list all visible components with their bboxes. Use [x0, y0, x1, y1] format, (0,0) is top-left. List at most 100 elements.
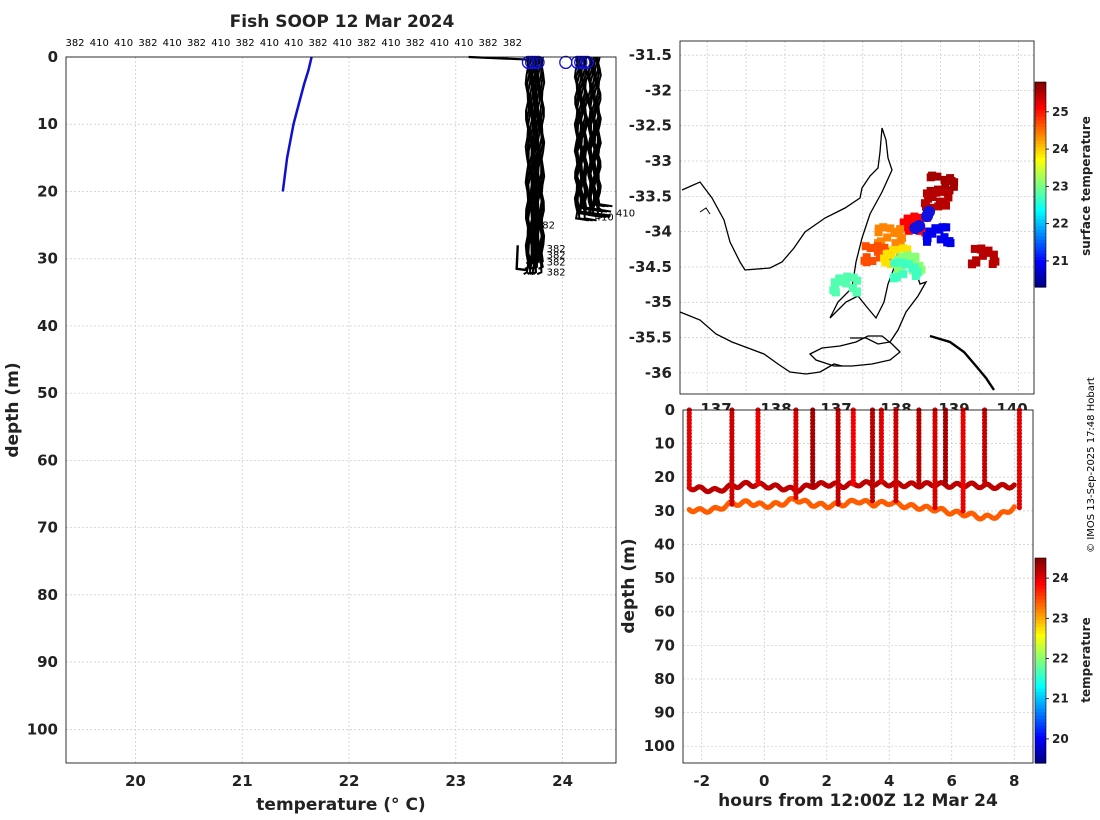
sst-cell — [843, 272, 852, 281]
colorbar-step — [1035, 561, 1046, 566]
surface-temperature-colorbar-label: surface temperature — [1079, 116, 1093, 256]
map-tick-labels: -31.5 -32 -32.5 -33 -33.5 -34 -34.5 -35 -35.5 -36… — [629, 46, 1028, 418]
map-lat-label: -34.5 — [629, 258, 672, 276]
colorbar-step — [1035, 228, 1046, 233]
y-tick-label: 100 — [644, 737, 675, 755]
sst-cell — [942, 201, 950, 210]
colorbar-step — [1035, 752, 1046, 757]
y-tick-label: 80 — [654, 670, 675, 688]
cast-point — [869, 498, 876, 504]
cast-point — [878, 478, 885, 484]
y-tick-label: 60 — [37, 451, 58, 469]
colorbar-step — [1035, 177, 1046, 182]
colorbar-step — [1035, 663, 1046, 668]
map-lat-label: -32.5 — [629, 117, 672, 135]
sst-cell — [904, 259, 913, 268]
sst-cell — [912, 269, 921, 277]
colorbar-step — [1035, 232, 1046, 237]
sst-cell — [880, 254, 888, 263]
sst-cell — [991, 257, 1000, 266]
colorbar-step — [1035, 119, 1046, 124]
sst-cell — [885, 249, 893, 258]
colorbar-tick-label: 22 — [1052, 217, 1069, 231]
colorbar-step — [1035, 215, 1046, 220]
colorbar-step — [1035, 242, 1046, 247]
map-lat-label: -32 — [645, 81, 672, 99]
profile-bottom-hook — [515, 245, 528, 272]
colorbar-step — [1035, 222, 1046, 227]
colorbar-step — [1035, 211, 1046, 216]
colorbar-step — [1035, 578, 1046, 583]
sst-cell — [984, 248, 993, 257]
colorbar-tick-label: 22 — [1052, 651, 1069, 665]
colorbar-step — [1035, 643, 1046, 648]
colorbar-step — [1035, 759, 1046, 764]
profiles-tick-labels: 20 21 22 23 24 0 10 20 30 40 50 60 70 80 90 100 — [27, 48, 573, 790]
colorbar-step — [1035, 143, 1046, 148]
cast-point — [893, 498, 899, 504]
profiles-grid — [66, 56, 616, 763]
top-label: 410 — [333, 38, 352, 49]
profile-end-label: 410 — [595, 212, 614, 223]
colorbar-step — [1035, 170, 1046, 175]
y-tick-label: 80 — [37, 586, 58, 604]
map-frame — [679, 40, 1035, 395]
x-tick-label: 8 — [1009, 772, 1019, 790]
sst-cell — [932, 188, 941, 197]
colorbar-step — [1035, 650, 1046, 655]
colorbar-step — [1035, 739, 1046, 744]
colorbar-step — [1035, 670, 1046, 675]
sst-cell — [898, 233, 906, 242]
cast-point — [932, 504, 938, 511]
colorbar-step — [1035, 123, 1046, 128]
cast-point — [793, 494, 799, 500]
x-tick-label: 24 — [552, 772, 573, 790]
map-lat-label: -31.5 — [629, 46, 672, 64]
x-tick-label: 22 — [339, 772, 360, 790]
colorbar-step — [1035, 660, 1046, 665]
top-label: 410 — [430, 38, 449, 49]
sst-cell — [873, 247, 882, 256]
profile-end-label: 382 — [547, 257, 566, 268]
sst-cell — [893, 265, 902, 274]
layer-point — [1011, 482, 1017, 488]
sst-cell — [866, 244, 875, 252]
x-tick-label: -2 — [693, 772, 710, 790]
profile-line — [533, 56, 541, 270]
colorbar-step — [1035, 269, 1046, 274]
drop-marker — [524, 55, 539, 70]
profile-end-label: 410 — [616, 208, 635, 219]
x-tick-label: 0 — [759, 772, 769, 790]
y-tick-label: 40 — [654, 535, 675, 553]
sst-cell — [911, 252, 920, 261]
sst-cell — [908, 264, 917, 273]
colorbar-step — [1035, 575, 1046, 580]
x-tick-label: 4 — [884, 772, 894, 790]
colorbar-step — [1035, 235, 1046, 240]
sst-cell — [899, 270, 908, 279]
colorbar-step — [1035, 198, 1046, 203]
sst-cell — [897, 258, 906, 267]
colorbar-step — [1035, 564, 1046, 569]
credit-text: © IMOS 13-Sep-2025 17:48 Hobart — [1086, 377, 1097, 553]
profiles-ylabel: depth (m) — [3, 362, 23, 457]
colorbar-tick-label: 25 — [1052, 105, 1069, 119]
colorbar-step — [1035, 201, 1046, 206]
colorbar-step — [1035, 605, 1046, 610]
sst-cell — [950, 178, 959, 187]
sst-cell — [940, 175, 949, 184]
sst-cell — [989, 250, 998, 259]
depth-time-background — [683, 410, 1033, 763]
sst-cell — [862, 253, 871, 262]
cast-point — [850, 481, 856, 487]
sst-cell — [868, 257, 877, 265]
layer-point — [1011, 504, 1017, 510]
colorbar-tick-label: 20 — [1052, 732, 1069, 746]
y-tick-label: 90 — [37, 653, 58, 671]
sst-cell — [831, 282, 840, 291]
colorbar-step — [1035, 694, 1046, 699]
sst-cell — [938, 223, 947, 232]
